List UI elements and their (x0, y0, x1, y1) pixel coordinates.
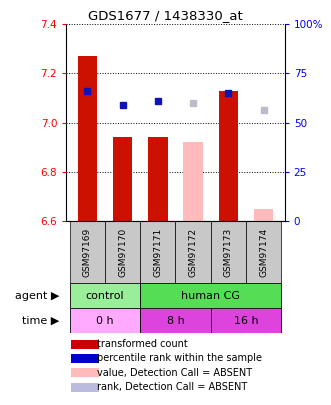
Text: value, Detection Call = ABSENT: value, Detection Call = ABSENT (97, 368, 252, 377)
Text: agent ▶: agent ▶ (15, 290, 60, 301)
Text: GSM97171: GSM97171 (153, 227, 162, 277)
Text: control: control (86, 290, 124, 301)
Bar (140, 221, 175, 283)
Bar (183, 142, 203, 221)
Bar (113, 137, 132, 221)
Bar (246, 221, 281, 283)
Bar (254, 209, 273, 221)
Text: GSM97174: GSM97174 (259, 228, 268, 277)
Bar (218, 91, 238, 221)
Text: GSM97173: GSM97173 (224, 227, 233, 277)
Text: GDS1677 / 1438330_at: GDS1677 / 1438330_at (88, 9, 243, 22)
Text: 0 h: 0 h (96, 316, 114, 326)
Bar (71, 354, 99, 363)
Text: 16 h: 16 h (234, 316, 258, 326)
Text: 8 h: 8 h (166, 316, 184, 326)
Text: percentile rank within the sample: percentile rank within the sample (97, 354, 262, 363)
Bar (71, 368, 99, 377)
Bar (71, 383, 99, 392)
Bar (211, 308, 281, 333)
Text: time ▶: time ▶ (22, 316, 60, 326)
Bar (71, 340, 99, 349)
Text: GSM97172: GSM97172 (189, 228, 198, 277)
Bar (70, 221, 105, 283)
Text: rank, Detection Call = ABSENT: rank, Detection Call = ABSENT (97, 382, 247, 392)
Bar (70, 283, 140, 308)
Text: GSM97169: GSM97169 (83, 227, 92, 277)
Text: transformed count: transformed count (97, 339, 188, 349)
Bar (140, 308, 211, 333)
Bar (140, 283, 281, 308)
Bar (105, 221, 140, 283)
Bar (175, 221, 211, 283)
Bar (148, 137, 167, 221)
Bar (70, 308, 140, 333)
Bar (78, 56, 97, 221)
Text: human CG: human CG (181, 290, 240, 301)
Text: GSM97170: GSM97170 (118, 227, 127, 277)
Bar (211, 221, 246, 283)
